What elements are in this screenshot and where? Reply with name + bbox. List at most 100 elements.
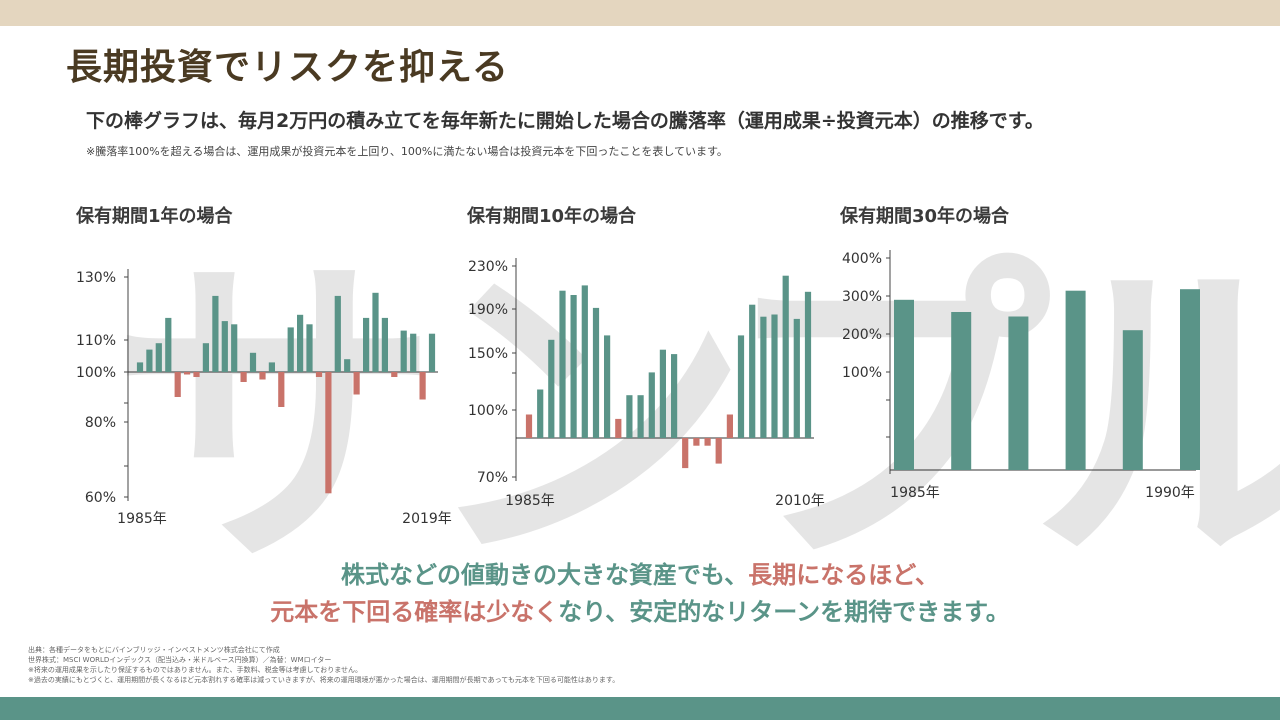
y-tick-label: 190% xyxy=(468,302,508,318)
y-tick-label: 200% xyxy=(842,327,882,343)
bar xyxy=(212,295,219,372)
x-end-label: 1990年 xyxy=(1145,485,1195,501)
bar xyxy=(231,324,238,373)
bar xyxy=(193,372,200,377)
bar xyxy=(268,362,275,372)
conclusion-line-2-part-b: なり、安定的なリターンを期待できます。 xyxy=(558,598,1010,626)
bar xyxy=(570,295,577,438)
x-end-label: 2010年 xyxy=(775,493,825,509)
bar xyxy=(146,349,153,372)
bar xyxy=(165,317,172,372)
bar xyxy=(760,316,767,438)
y-tick-label: 150% xyxy=(468,346,508,362)
bar xyxy=(1122,330,1143,470)
conclusion-line-1-part-a: 株式などの値動きの大きな資産でも、 xyxy=(340,561,749,589)
bar xyxy=(671,354,678,438)
bar xyxy=(240,372,247,382)
bar xyxy=(771,314,778,438)
bar xyxy=(400,330,407,372)
x-start-label: 1985年 xyxy=(505,493,555,509)
bar xyxy=(559,290,566,438)
bar xyxy=(410,333,417,372)
x-start-label: 1985年 xyxy=(890,485,940,501)
y-tick-label: 130% xyxy=(76,270,116,286)
bar xyxy=(372,292,379,373)
page-subtitle: 下の棒グラフは、毎月2万円の積み立てを毎年新たに開始した場合の騰落率（運用成果÷… xyxy=(86,110,1044,132)
bar xyxy=(391,372,398,377)
source-note: 出典：各種データをもとにバインブリッジ・インベストメンツ株式会社にて作成 xyxy=(28,646,280,654)
bar xyxy=(174,372,181,397)
chart-1y-title: 保有期間1年の場合 xyxy=(76,206,233,227)
bar xyxy=(334,295,341,372)
bar xyxy=(682,438,689,469)
bar xyxy=(894,299,914,470)
bar xyxy=(315,372,323,377)
bar xyxy=(287,327,294,372)
bar xyxy=(592,307,600,438)
conclusion-line-2: 元本を下回る確率は少なくなり、安定的なリターンを期待できます。 xyxy=(0,592,1280,627)
bar xyxy=(428,333,436,372)
chart-10y-title: 保有期間10年の場合 xyxy=(467,206,637,227)
source-notes: 出典：各種データをもとにバインブリッジ・インベストメンツ株式会社にて作成 世界株… xyxy=(28,645,619,685)
y-tick-label: 300% xyxy=(842,289,882,305)
conclusion-line-1-highlight: 長期になるほど、 xyxy=(748,561,940,589)
y-tick-label: 60% xyxy=(85,490,116,506)
y-tick-label: 100% xyxy=(842,365,882,381)
bar xyxy=(693,438,700,446)
bar xyxy=(804,291,812,438)
bar xyxy=(793,318,800,438)
y-tick-label: 100% xyxy=(76,365,116,381)
y-tick-label: 100% xyxy=(468,403,508,419)
y-tick-label: 230% xyxy=(468,259,508,275)
bar xyxy=(715,438,722,464)
bar xyxy=(184,372,191,375)
bar xyxy=(951,312,972,470)
bar xyxy=(306,324,313,373)
bar xyxy=(202,343,209,372)
y-tick-label: 70% xyxy=(477,470,508,486)
bar xyxy=(548,339,555,438)
y-tick-label: 400% xyxy=(842,251,882,267)
bar xyxy=(221,321,228,372)
conclusion-line-2-highlight: 元本を下回る確率は少なく xyxy=(270,598,559,626)
bar xyxy=(659,349,666,438)
bottom-accent-band xyxy=(0,697,1280,720)
bar xyxy=(136,362,144,372)
footnote-explanation: ※騰落率100%を超える場合は、運用成果が投資元本を上回り、100%に満たない場… xyxy=(86,145,728,158)
bar xyxy=(615,418,622,438)
bar xyxy=(325,372,332,494)
bar xyxy=(419,372,426,400)
y-tick-label: 110% xyxy=(76,333,116,349)
top-accent-band xyxy=(0,0,1280,26)
bar xyxy=(249,352,257,372)
bar xyxy=(353,372,360,395)
bar xyxy=(737,335,745,438)
chart-30y-title: 保有期間30年の場合 xyxy=(840,206,1010,227)
source-note: ※過去の実績にもとづくと、運用期間が長くなるほど元本割れする確率は減っていきます… xyxy=(28,676,620,684)
bar xyxy=(604,335,611,438)
bar xyxy=(537,389,544,438)
bar xyxy=(581,285,588,438)
bar xyxy=(278,372,285,407)
page-title: 長期投資でリスクを抑える xyxy=(66,47,509,88)
x-start-label: 1985年 xyxy=(117,511,167,527)
bar xyxy=(155,343,162,372)
source-note: 世界株式：MSCI WORLDインデックス（配当込み・米ドルベース円換算）／為替… xyxy=(28,656,332,664)
bar xyxy=(344,359,351,372)
bar xyxy=(648,372,655,438)
conclusion-line-1: 株式などの値動きの大きな資産でも、長期になるほど、 xyxy=(0,555,1280,590)
bar xyxy=(297,314,304,372)
bar xyxy=(259,372,266,380)
bar xyxy=(1065,290,1086,470)
bar xyxy=(749,304,756,438)
bar xyxy=(704,438,711,446)
bar xyxy=(381,317,388,372)
bar xyxy=(1180,289,1200,470)
bar xyxy=(363,317,370,372)
x-end-label: 2019年 xyxy=(402,511,452,527)
source-note: ※将来の運用成果を示したり保証するものではありません。また、手数料、税金等は考慮… xyxy=(28,666,363,674)
bar xyxy=(637,395,644,438)
bar xyxy=(626,395,633,438)
bar xyxy=(782,275,789,438)
